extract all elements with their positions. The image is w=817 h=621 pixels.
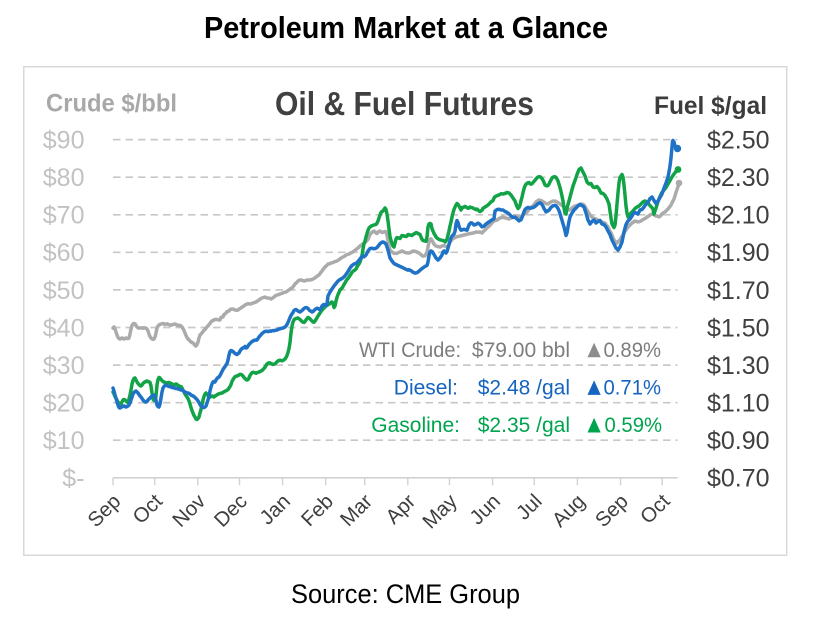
svg-text:$2.48 /gal: $2.48 /gal [478,377,570,400]
svg-text:$1.90: $1.90 [707,239,770,267]
svg-text:$1.10: $1.10 [707,390,770,418]
svg-text:$90: $90 [43,127,85,155]
svg-text:$0.90: $0.90 [707,427,770,455]
svg-text:0.59%: 0.59% [605,414,663,437]
svg-text:Source: CME Group: Source: CME Group [291,579,520,609]
svg-text:Crude $/bbl: Crude $/bbl [46,90,177,118]
svg-text:$0.70: $0.70 [707,465,770,493]
svg-text:$1.70: $1.70 [707,277,770,305]
svg-text:$70: $70 [43,202,85,230]
svg-text:$-: $- [62,465,84,493]
svg-text:$30: $30 [43,352,85,380]
svg-text:Fuel $/gal: Fuel $/gal [654,92,767,120]
svg-text:0.89%: 0.89% [604,339,662,362]
svg-text:$1.30: $1.30 [707,352,770,380]
svg-text:$2.10: $2.10 [707,202,770,230]
svg-text:$60: $60 [43,239,85,267]
svg-text:$40: $40 [43,314,85,342]
svg-text:$1.50: $1.50 [707,314,770,342]
svg-text:Gasoline:: Gasoline: [371,414,460,437]
svg-text:$2.35 /gal: $2.35 /gal [478,414,570,437]
svg-text:Diesel:: Diesel: [394,377,458,400]
svg-text:$80: $80 [43,164,85,192]
svg-text:$50: $50 [43,277,85,305]
svg-text:WTI Crude:: WTI Crude: [359,339,461,362]
svg-text:0.71%: 0.71% [604,377,662,400]
svg-text:$2.30: $2.30 [707,164,770,192]
svg-text:Petroleum Market at a Glance: Petroleum Market at a Glance [204,10,608,45]
svg-text:Oil & Fuel Futures: Oil & Fuel Futures [275,85,534,122]
svg-text:$10: $10 [43,427,85,455]
svg-text:$2.50: $2.50 [707,127,770,155]
svg-text:$20: $20 [43,390,85,418]
svg-text:$79.00 bbl: $79.00 bbl [472,339,570,362]
